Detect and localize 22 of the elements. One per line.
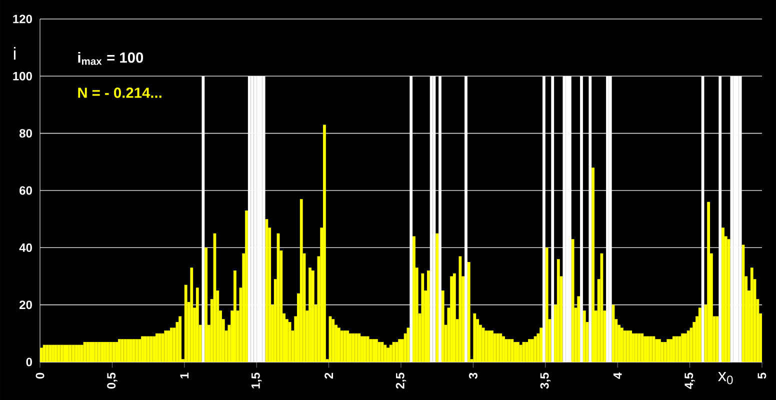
y-tick-label: 40: [19, 243, 32, 252]
y-tick-label: 100: [13, 72, 32, 80]
y-tick-label: 120: [13, 14, 32, 24]
annotation: N = - 0.214...: [78, 88, 162, 98]
x-tick-label: 0: [36, 372, 44, 379]
x-tick-label: 1: [180, 372, 189, 378]
x-tick-label: 3: [468, 372, 478, 379]
x-tick-label: 3,5: [540, 372, 551, 389]
y-tick-label: 0: [26, 358, 32, 366]
x-axis-title: x$_{0}$: [718, 372, 733, 384]
x-tick-label: 2,5: [396, 372, 406, 389]
y-tick-label: 60: [20, 186, 32, 195]
x-tick-label: 5: [758, 372, 766, 379]
x-tick-label: 2: [324, 372, 333, 379]
y-tick-label: 20: [20, 300, 32, 310]
x-tick-label: 1,5: [252, 372, 262, 388]
x-tick-label: 0,5: [107, 372, 118, 389]
y-axis-title: i: [14, 47, 16, 60]
annotation: i$_{max}$ = 100: [78, 52, 144, 65]
x-tick-label: 4,5: [684, 372, 695, 389]
y-tick-label: 80: [19, 129, 32, 138]
x-tick-label: 4: [613, 372, 622, 379]
